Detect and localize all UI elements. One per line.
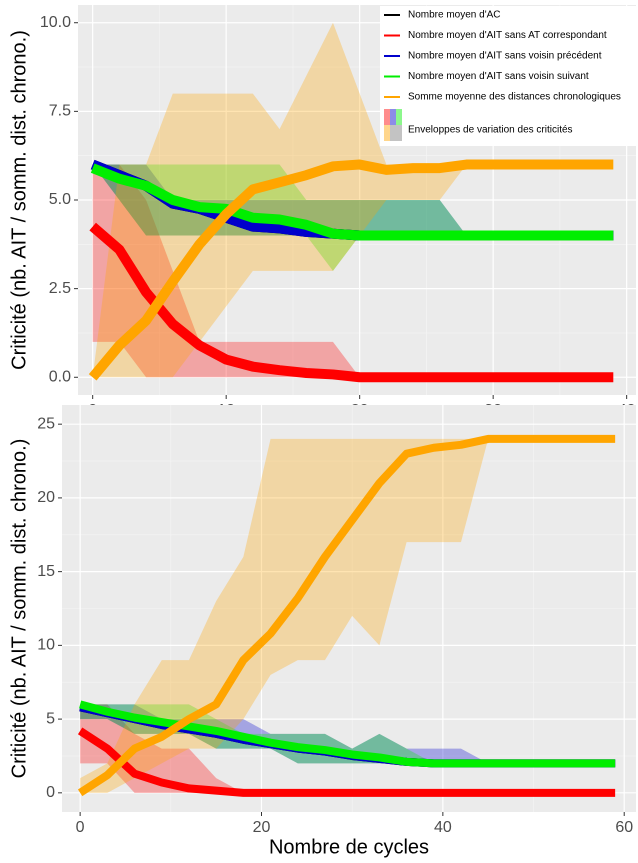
series-line (77, 727, 616, 797)
y-tick-label: 0 (46, 784, 55, 801)
x-tick-label: 0 (76, 819, 85, 836)
legend-key (384, 125, 390, 141)
legend-label: Enveloppes de variation des criticités (408, 125, 573, 136)
envelope (80, 704, 616, 764)
legend-label: Nombre moyen d'AIT sans AT correspondant (408, 30, 607, 41)
y-tick-label: 15 (37, 563, 55, 580)
legend-key (384, 109, 390, 125)
y-tick-label: 20 (37, 489, 55, 506)
legend-key (390, 125, 402, 141)
legend: Nombre moyen d'AC Nombre moyen d'AIT sans… (380, 6, 636, 146)
envelope (92, 22, 614, 378)
y-tick-label: 5 (46, 710, 55, 727)
envelope (80, 704, 616, 764)
legend-label: Nombre moyen d'AIT sans voisin précédent (408, 51, 602, 62)
y-tick-label: 25 (37, 415, 55, 432)
x-axis-title: Nombre de cycles (269, 836, 429, 858)
envelope (92, 164, 614, 271)
series-line (79, 700, 616, 768)
legend-key (396, 109, 402, 125)
y-axis-title: Criticité (nb. AIT / somm. dist. chrono.… (8, 439, 30, 779)
y-tick-label: 0.0 (49, 368, 71, 385)
x-tick-label: 60 (615, 819, 633, 836)
envelope (92, 164, 614, 378)
y-tick-label: 5.0 (49, 191, 71, 208)
y-tick-label: 2.5 (49, 280, 71, 297)
series-line (77, 434, 616, 797)
x-tick-label: 20 (253, 819, 271, 836)
series-line (90, 163, 614, 241)
legend-label: Somme moyenne des distances chronologiqu… (408, 92, 621, 103)
legend-box (380, 6, 636, 146)
legend-key (390, 109, 396, 125)
legend-label: Nombre moyen d'AIT sans voisin suivant (408, 71, 589, 82)
x-tick-label: 40 (434, 819, 452, 836)
y-axis-title: Criticité (nb. AIT / somm. dist. chrono.… (8, 30, 30, 370)
envelope (80, 704, 616, 793)
y-tick-label: 7.5 (49, 103, 71, 120)
series-line (88, 159, 614, 381)
legend-label: Nombre moyen d'AC (408, 10, 501, 21)
y-tick-label: 10.0 (40, 14, 71, 31)
series-line (89, 222, 614, 383)
y-tick-label: 10 (37, 637, 55, 654)
